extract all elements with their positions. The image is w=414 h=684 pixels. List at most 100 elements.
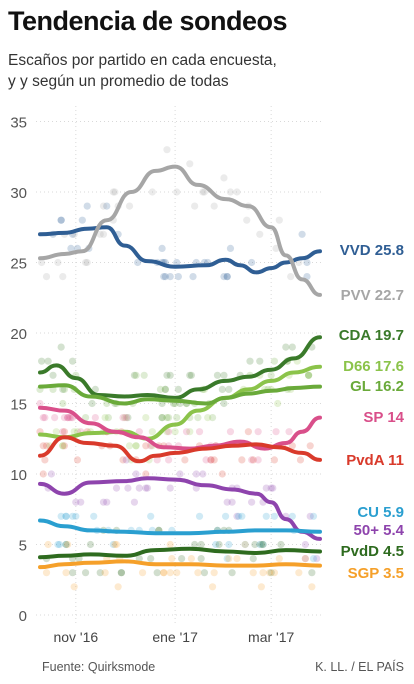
poll-dot <box>191 540 199 549</box>
y-tick-label: 5 <box>19 538 27 555</box>
poll-dot <box>111 188 119 196</box>
poll-dot <box>186 428 194 436</box>
poll-dot <box>158 414 166 422</box>
poll-dot <box>288 343 296 351</box>
poll-dot <box>270 357 279 365</box>
poll-dot <box>256 540 264 549</box>
poll-dot <box>96 230 104 238</box>
poll-dot <box>57 216 65 224</box>
poll-dot <box>308 583 316 591</box>
series-line-vvd <box>38 225 322 275</box>
poll-dot <box>160 569 168 577</box>
poll-dot <box>140 371 148 379</box>
poll-dot <box>272 428 280 436</box>
poll-dot <box>54 258 62 267</box>
poll-dot <box>117 569 125 577</box>
poll-dot <box>166 484 174 492</box>
poll-dot <box>176 470 184 478</box>
poll-dot <box>124 414 132 422</box>
poll-dot <box>305 371 313 379</box>
poll-dot <box>81 569 90 577</box>
poll-dot <box>62 569 70 577</box>
poll-dot <box>161 273 169 281</box>
series-line-sgp <box>38 559 322 570</box>
poll-dot <box>197 540 205 549</box>
poll-dot <box>91 414 99 422</box>
poll-dot <box>228 569 236 577</box>
y-tick-label: 0 <box>19 608 27 625</box>
poll-dot <box>59 442 67 450</box>
poll-dot <box>165 414 173 422</box>
poll-dot <box>73 456 82 464</box>
subtitle-line-2: y y según un promedio de todas <box>8 73 229 90</box>
poll-dot <box>267 569 275 577</box>
poll-dot <box>165 428 173 436</box>
poll-dot <box>166 273 174 281</box>
poll-dot <box>187 371 195 379</box>
series-line-cu <box>38 518 322 536</box>
poll-dot <box>114 583 122 591</box>
poll-dot <box>59 399 67 408</box>
poll-dot <box>249 555 257 563</box>
poll-dot <box>313 555 321 563</box>
poll-dot <box>197 555 205 563</box>
poll-dot <box>39 414 47 422</box>
poll-dot <box>259 540 267 549</box>
poll-dot <box>186 371 194 379</box>
poll-dot <box>165 456 173 464</box>
poll-dot <box>68 357 77 365</box>
poll-dot <box>132 442 140 450</box>
poll-dot <box>287 273 295 281</box>
poll-dot <box>235 512 243 520</box>
poll-dot <box>202 456 210 464</box>
series-line-d66 <box>38 364 322 441</box>
poll-dot <box>200 188 209 196</box>
poll-dot <box>257 540 265 549</box>
poll-dot <box>274 399 282 408</box>
poll-dot <box>215 540 223 549</box>
poll-dot <box>57 512 65 520</box>
poll-dot <box>138 569 147 577</box>
poll-dot <box>309 555 318 563</box>
poll-dot <box>83 202 91 210</box>
poll-dot <box>301 540 309 549</box>
poll-dot <box>174 385 182 393</box>
poll-dot <box>163 371 171 379</box>
poll-dot <box>270 569 279 577</box>
x-tick-label: mar '17 <box>248 629 294 645</box>
poll-dot <box>308 569 316 577</box>
poll-dot <box>90 512 98 520</box>
poll-dot <box>238 456 246 464</box>
poll-dot <box>195 428 204 436</box>
poll-dot <box>270 456 279 464</box>
poll-dot <box>132 442 140 450</box>
poll-dot <box>256 230 264 238</box>
poll-dot <box>72 512 80 520</box>
poll-dot <box>68 512 77 520</box>
poll-dot <box>158 244 166 252</box>
poll-dot <box>41 456 49 464</box>
poll-dot <box>60 442 69 450</box>
y-tick-label: 35 <box>10 115 27 132</box>
poll-dot <box>119 456 127 464</box>
poll-dot <box>305 371 313 379</box>
poll-dot <box>195 512 204 520</box>
poll-dot <box>72 498 80 506</box>
poll-dot <box>296 456 305 464</box>
poll-dot <box>306 442 314 450</box>
poll-dot <box>241 540 249 549</box>
poll-dot <box>267 484 275 492</box>
poll-dot <box>49 371 57 379</box>
poll-dot <box>125 442 134 450</box>
poll-dot <box>174 273 182 281</box>
poll-dot <box>225 540 233 549</box>
poll-dot <box>163 146 171 154</box>
poll-dot <box>42 442 51 450</box>
poll-dot <box>166 371 174 379</box>
series-label-sp: SP 14 <box>363 409 404 426</box>
poll-dot <box>44 540 52 549</box>
poll-dot <box>220 399 228 408</box>
poll-dot <box>44 357 52 365</box>
poll-dot <box>160 569 168 577</box>
poll-dot <box>101 569 109 577</box>
